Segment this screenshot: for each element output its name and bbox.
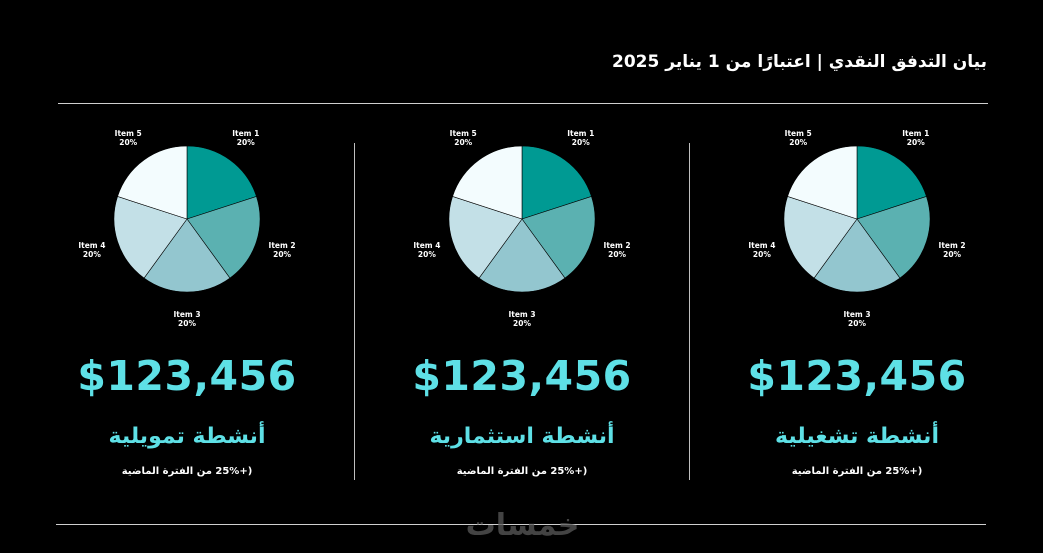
pie-slice-5 <box>452 145 523 220</box>
slice-value-2: 20% <box>943 250 961 259</box>
panel-investing: Item 1 20% Item 2 20% Item 3 20% Item 4 20% Item… <box>377 129 667 510</box>
activity-label: أنشطة تشغيلية <box>775 424 939 449</box>
slice-value-4: 20% <box>753 250 771 259</box>
activity-label: أنشطة تمويلية <box>108 424 266 449</box>
pie-slice-5 <box>117 145 188 220</box>
pie-chart-operating: Item 120%Item 220%Item 320%Item 420%Item… <box>748 129 966 328</box>
vertical-divider <box>689 143 690 480</box>
watermark-logo: خمسات <box>465 508 580 543</box>
slice-label-1: Item 1 <box>902 129 929 138</box>
pie-slice-5 <box>787 145 858 220</box>
activity-label: أنشطة استثمارية <box>429 424 615 449</box>
slice-label-5: Item 5 <box>450 129 477 138</box>
change-note: (+25% من الفترة الماضية <box>121 466 253 477</box>
slice-label-2: Item 2 <box>604 241 631 250</box>
slice-label-4: Item 4 <box>78 241 105 250</box>
pie-chart-investing: Item 120%Item 220%Item 320%Item 420%Item… <box>413 129 631 328</box>
pie-slice-1 <box>186 145 257 220</box>
slice-value-2: 20% <box>273 250 291 259</box>
slice-label-5: Item 5 <box>785 129 812 138</box>
pie-slice-1 <box>521 145 592 220</box>
amount-value: $123,456 <box>77 352 297 400</box>
pie-slice-2 <box>856 196 931 279</box>
slice-value-2: 20% <box>608 250 626 259</box>
slice-value-5: 20% <box>119 138 137 147</box>
page-title: بيان التدفق النقدي | اعتبارًا من 1 يناير… <box>612 52 987 72</box>
pie-slice-1 <box>856 145 927 220</box>
slice-value-5: 20% <box>454 138 472 147</box>
slice-value-4: 20% <box>418 250 436 259</box>
pie-slice-3 <box>813 218 901 293</box>
pie-slice-2 <box>186 196 261 279</box>
slice-value-5: 20% <box>789 138 807 147</box>
panel-financing: Item 1 20% Item 2 20% Item 3 20% Item 4 20% Item… <box>42 129 332 510</box>
pie-slice-3 <box>478 218 566 293</box>
slice-label-1: Item 1 <box>567 129 594 138</box>
slice-label-3: Item 3 <box>843 310 870 319</box>
amount-value: $123,456 <box>412 352 632 400</box>
slice-label-5: Item 5 <box>115 129 142 138</box>
pie-slice-3 <box>143 218 231 293</box>
slice-label-2: Item 2 <box>269 241 296 250</box>
pie-slice-4 <box>113 196 188 279</box>
amount-value: $123,456 <box>747 352 967 400</box>
slice-value-3: 20% <box>848 319 866 328</box>
pie-chart-financing: Item 120%Item 220%Item 320%Item 420%Item… <box>78 129 296 328</box>
slice-value-3: 20% <box>178 319 196 328</box>
slice-label-1: Item 1 <box>232 129 259 138</box>
slice-value-1: 20% <box>572 138 590 147</box>
pie-slice-4 <box>783 196 858 279</box>
slice-label-3: Item 3 <box>173 310 200 319</box>
slice-value-4: 20% <box>83 250 101 259</box>
panel-operating: Item 1 20% Item 2 20% Item 3 20% Item 4 20% Item… <box>712 129 1002 510</box>
bottom-divider <box>56 524 986 525</box>
slice-label-2: Item 2 <box>939 241 966 250</box>
pie-slice-4 <box>448 196 523 279</box>
slice-label-4: Item 4 <box>748 241 775 250</box>
slice-value-3: 20% <box>513 319 531 328</box>
slice-value-1: 20% <box>907 138 925 147</box>
top-divider <box>58 103 988 104</box>
slice-label-4: Item 4 <box>413 241 440 250</box>
change-note: (+25% من الفترة الماضية <box>456 466 588 477</box>
slice-label-3: Item 3 <box>508 310 535 319</box>
vertical-divider <box>354 143 355 480</box>
slice-value-1: 20% <box>237 138 255 147</box>
pie-slice-2 <box>521 196 596 279</box>
change-note: (+25% من الفترة الماضية <box>791 466 923 477</box>
